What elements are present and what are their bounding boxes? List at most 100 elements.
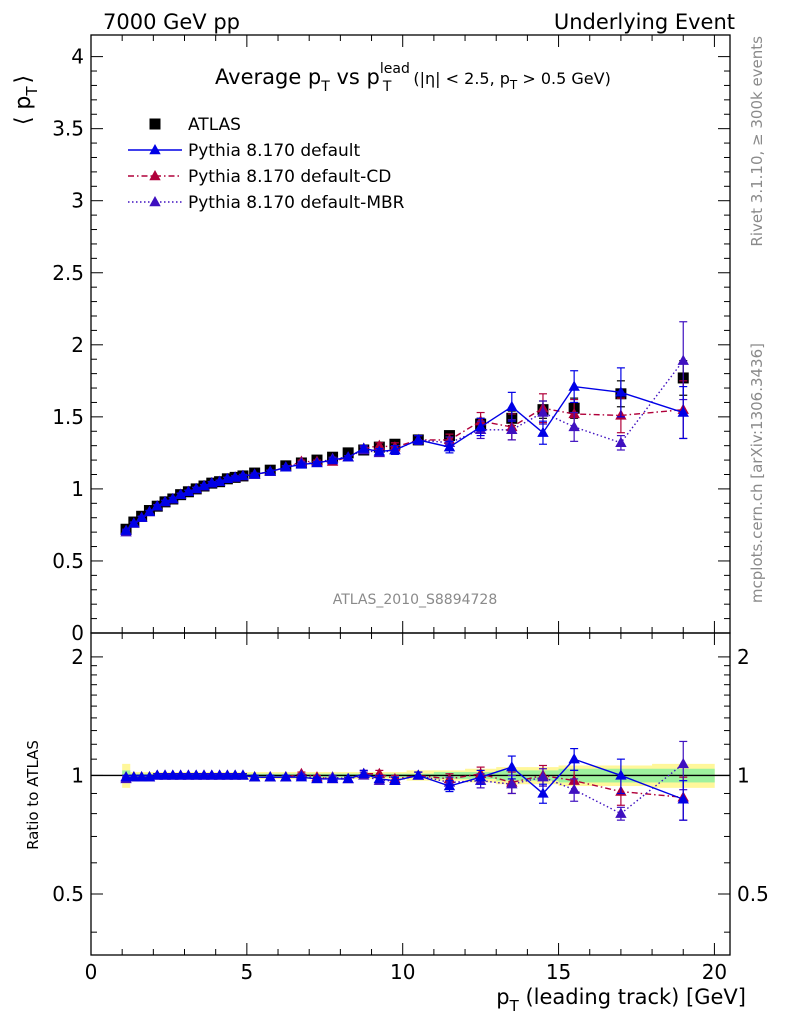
pythia-default-point: [280, 461, 292, 472]
title-vs: vs p: [330, 65, 380, 89]
main-y-tick-label: 1: [71, 477, 84, 501]
ratio-pythia-default-point: [213, 769, 226, 780]
main-y-axis-label: ⟨ pT ⟩: [11, 75, 41, 125]
pythia-default-point: [326, 454, 339, 465]
title-cut-end: > 0.5 GeV): [517, 69, 611, 88]
ratio-y-tick-label-right: 0.5: [737, 882, 769, 906]
main-y-tick-label: 2: [71, 333, 84, 357]
ratio-y-tick-label: 0.5: [52, 882, 84, 906]
ratio-pythia-default-point: [389, 774, 401, 785]
pythia-default-point: [568, 380, 580, 391]
ratio-y-tick-label-right: 1: [737, 763, 750, 787]
x-tick-label: 10: [390, 960, 415, 984]
pythia-default-point: [248, 468, 261, 479]
main-plot-data: [120, 321, 689, 537]
title-sup-lead: lead: [380, 61, 410, 77]
main-frame: [90, 34, 731, 634]
x-tick-label: 0: [85, 960, 98, 984]
main-y-tick-label: 1.5: [52, 405, 84, 429]
atlas-series: [120, 360, 689, 535]
rivet-label: Rivet 3.1.10, ≥ 300k events: [748, 36, 766, 247]
mcplots-label: mcplots.cern.ch [arXiv:1306.3436]: [748, 343, 766, 603]
main-y-tick-label: 3.5: [52, 117, 84, 141]
pythia-default-point: [264, 465, 276, 476]
pythia-default-point: [389, 443, 401, 455]
ratio-pythia-default-point: [537, 787, 549, 798]
pythia-mbr-point: [537, 406, 549, 417]
ratio-pythia-default-point: [248, 771, 261, 782]
legend-label: Pythia 8.170 default-MBR: [188, 193, 405, 213]
pythia-default-point: [198, 480, 210, 491]
pythia-default-point: [135, 511, 148, 522]
ratio-y-tick-label: 1: [71, 763, 84, 787]
legend-marker: [149, 118, 161, 130]
pythia-default-point: [190, 482, 202, 494]
xlabel-sub: T: [509, 997, 520, 1015]
pythia-default-point: [412, 433, 424, 445]
pythia-default-point: [120, 524, 132, 535]
legend-marker: [149, 144, 161, 155]
axis-ticks: [90, 35, 730, 955]
main-y-tick-label: 2.5: [52, 261, 84, 285]
pythia-default-point: [143, 505, 156, 517]
legend-entry: Pythia 8.170 default: [128, 141, 361, 161]
ratio-pythia-default-point: [474, 771, 487, 782]
legend-entry: Pythia 8.170 default-CD: [128, 167, 391, 187]
pythia-mbr-series: [120, 321, 689, 537]
ratio-pythia-default-series: [120, 747, 689, 821]
title-cut: (|η| < 2.5, p: [413, 69, 510, 88]
ratio-pythia-default-point: [280, 771, 292, 782]
x-tick-labels: 0 5 10 15 20: [85, 960, 728, 984]
legend-label: Pythia 8.170 default: [188, 141, 361, 161]
pythia-default-point: [677, 406, 689, 417]
ratio-y-tick-labels: 0.5 0.5 1 1 2 2: [52, 645, 769, 906]
ratio-pythia-default-point: [443, 780, 456, 791]
legend-label: Pythia 8.170 default-CD: [188, 167, 391, 187]
ratio-pythia-default-point: [182, 769, 195, 780]
ratio-pythia-default-point: [198, 769, 210, 780]
pythia-default-point: [615, 386, 627, 397]
ratio-pythia-default-point: [677, 793, 689, 804]
pythia-default-point: [342, 451, 354, 462]
main-y-tick-label: 0: [71, 621, 84, 645]
ratio-pythia-default-point: [237, 769, 249, 780]
main-y-tick-labels: 0 0.5 1 1.5 2 2.5 3 3.5 4: [52, 45, 84, 645]
pythia-default-point: [174, 488, 187, 499]
ratio-pythia-default-point: [174, 769, 187, 780]
ratio-pythia-default-point: [615, 769, 627, 780]
ratio-pythia-mbr-point: [506, 778, 518, 789]
ratio-pythia-default-point: [221, 769, 234, 780]
pythia-default-point: [213, 475, 226, 486]
ratio-pythia-mbr-point: [537, 771, 549, 782]
pythia-default-point: [295, 458, 308, 469]
ratio-pythia-default-point: [373, 772, 386, 784]
legend-marker: [149, 170, 161, 181]
title-cut-sub: T: [509, 78, 518, 92]
ratio-pythia-mbr-point: [677, 757, 689, 769]
pythia-default-point: [128, 517, 140, 528]
ylabel-main-text: ⟨ p: [11, 96, 36, 126]
pythia-default-point: [537, 426, 549, 437]
pythia-default-point: [311, 456, 323, 468]
pythia-cd-series: [120, 380, 689, 535]
x-tick-label: 20: [702, 960, 727, 984]
pythia-default-point: [159, 495, 171, 507]
ratio-pythia-default-point: [326, 772, 339, 784]
ratio-pythia-default-point: [151, 769, 163, 780]
main-y-tick-label: 3: [71, 189, 84, 213]
x-tick-label: 15: [546, 960, 571, 984]
ratio-pythia-default-point: [311, 772, 323, 784]
pythia-default-point: [182, 485, 195, 496]
pythia-default-point: [474, 420, 487, 432]
plot-title: Average pT vs plead T (|η| < 2.5, pT > 0.5…: [215, 61, 611, 95]
pythia-cd-line: [125, 407, 684, 532]
ratio-pythia-mbr-point: [615, 807, 627, 818]
ratio-pythia-default-point: [167, 769, 179, 780]
pythia-default-point: [506, 400, 518, 411]
main-y-tick-label: 4: [71, 45, 84, 69]
ratio-pythia-default-point: [264, 771, 276, 782]
x-tick-label: 5: [240, 960, 253, 984]
pythia-default-point: [167, 492, 179, 504]
title-sub-t: T: [320, 79, 330, 95]
